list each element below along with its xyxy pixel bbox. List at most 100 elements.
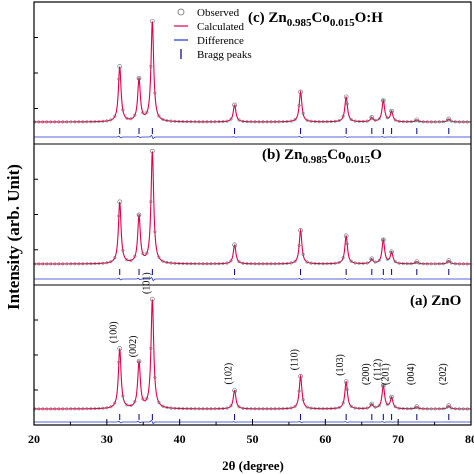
observed-point <box>389 394 394 400</box>
observed-point <box>437 407 441 411</box>
observed-point <box>293 404 297 408</box>
observed-point <box>69 120 73 124</box>
observed-point <box>125 116 129 120</box>
observed-point <box>325 120 329 124</box>
observed-point <box>305 118 309 122</box>
observed-point <box>317 262 321 266</box>
observed-point <box>337 405 341 410</box>
observed-point <box>61 262 65 266</box>
observed-point <box>277 407 281 411</box>
observed-point <box>177 261 181 266</box>
observed-point <box>453 120 457 124</box>
observed-point <box>161 117 165 122</box>
observed-point <box>437 262 441 266</box>
difference-curve <box>34 135 471 139</box>
observed-point <box>177 119 181 124</box>
observed-point <box>441 407 445 411</box>
observed-point <box>301 398 305 402</box>
panel-title: (a) ZnO <box>410 293 461 309</box>
observed-point <box>217 120 221 124</box>
observed-point <box>389 249 394 255</box>
bragg-ticks <box>119 128 450 134</box>
observed-point <box>269 407 273 411</box>
observed-point <box>141 111 145 115</box>
observed-point <box>313 406 317 411</box>
observed-points <box>33 296 469 411</box>
observed-point <box>85 262 89 266</box>
observed-point <box>449 119 453 123</box>
observed-point <box>141 252 145 256</box>
observed-point <box>209 262 213 266</box>
observed-point <box>209 407 213 411</box>
observed-point <box>49 120 53 124</box>
observed-point <box>414 259 420 264</box>
observed-point <box>361 406 365 410</box>
observed-point <box>109 405 113 409</box>
observed-point <box>237 260 241 264</box>
observed-point <box>425 407 429 411</box>
observed-point <box>57 262 61 266</box>
observed-point <box>385 257 389 261</box>
hkl-labels: (100) (002) (101) (102) (110) (103) (200) (112)… <box>109 272 449 385</box>
hkl-label: (200) <box>361 363 372 385</box>
bragg-ticks <box>119 269 450 275</box>
observed-point <box>377 258 381 262</box>
observed-point <box>117 77 121 81</box>
observed-point <box>157 400 161 404</box>
observed-point <box>213 407 217 411</box>
observed-point <box>446 116 452 122</box>
observed-point <box>321 120 325 124</box>
observed-point <box>261 407 265 411</box>
observed-point <box>136 212 142 218</box>
observed-point <box>393 260 397 264</box>
observed-point <box>241 119 245 123</box>
observed-point <box>193 262 197 266</box>
observed-point <box>401 120 405 124</box>
legend: Observed Calculated Difference Bragg peaks <box>174 7 252 61</box>
observed-point <box>333 406 337 410</box>
observed-point <box>221 120 225 124</box>
observed-point <box>465 407 469 411</box>
observed-point <box>165 119 169 123</box>
observed-point <box>413 119 417 123</box>
observed-point <box>353 261 357 265</box>
panel-title-subscript: 0.985 <box>302 154 327 166</box>
observed-point <box>393 405 397 409</box>
observed-point <box>457 407 461 411</box>
observed-point <box>105 261 109 265</box>
observed-point <box>309 119 313 123</box>
observed-point <box>221 261 225 266</box>
observed-point <box>205 262 209 266</box>
observed-point <box>232 242 237 248</box>
observed-point <box>297 389 301 393</box>
observed-point <box>65 120 69 124</box>
observed-point <box>414 404 420 409</box>
observed-point <box>343 94 349 100</box>
observed-point <box>125 403 129 407</box>
observed-point <box>117 64 123 69</box>
observed-point <box>397 119 401 123</box>
observed-point <box>461 120 465 124</box>
observed-point <box>129 117 133 121</box>
observed-point <box>273 120 277 124</box>
observed-point <box>45 262 49 266</box>
observed-point <box>281 262 285 266</box>
observed-point <box>309 406 313 410</box>
observed-point <box>149 64 153 68</box>
x-axis-label: 2θ (degree) <box>222 458 284 473</box>
observed-point <box>433 120 437 124</box>
observed-point <box>69 262 73 266</box>
observed-point <box>449 406 453 410</box>
observed-point <box>205 407 209 411</box>
observed-point <box>173 406 177 410</box>
observed-point <box>136 75 142 81</box>
observed-point <box>121 108 125 112</box>
legend-label: Bragg peaks <box>197 49 252 61</box>
observed-point <box>81 262 85 266</box>
observed-point <box>381 384 385 388</box>
observed-point <box>121 248 125 252</box>
observed-point <box>249 262 253 266</box>
observed-point <box>381 98 385 103</box>
observed-point <box>165 405 169 410</box>
observed-point <box>377 403 381 408</box>
